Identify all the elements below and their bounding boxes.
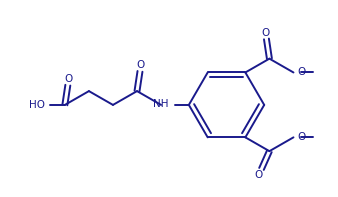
Text: O: O [137, 60, 145, 71]
Text: O: O [297, 67, 306, 77]
Text: O: O [65, 74, 73, 84]
Text: O: O [297, 132, 306, 142]
Text: HO: HO [29, 100, 45, 110]
Text: NH: NH [153, 99, 169, 109]
Text: O: O [255, 170, 263, 180]
Text: O: O [261, 28, 270, 38]
